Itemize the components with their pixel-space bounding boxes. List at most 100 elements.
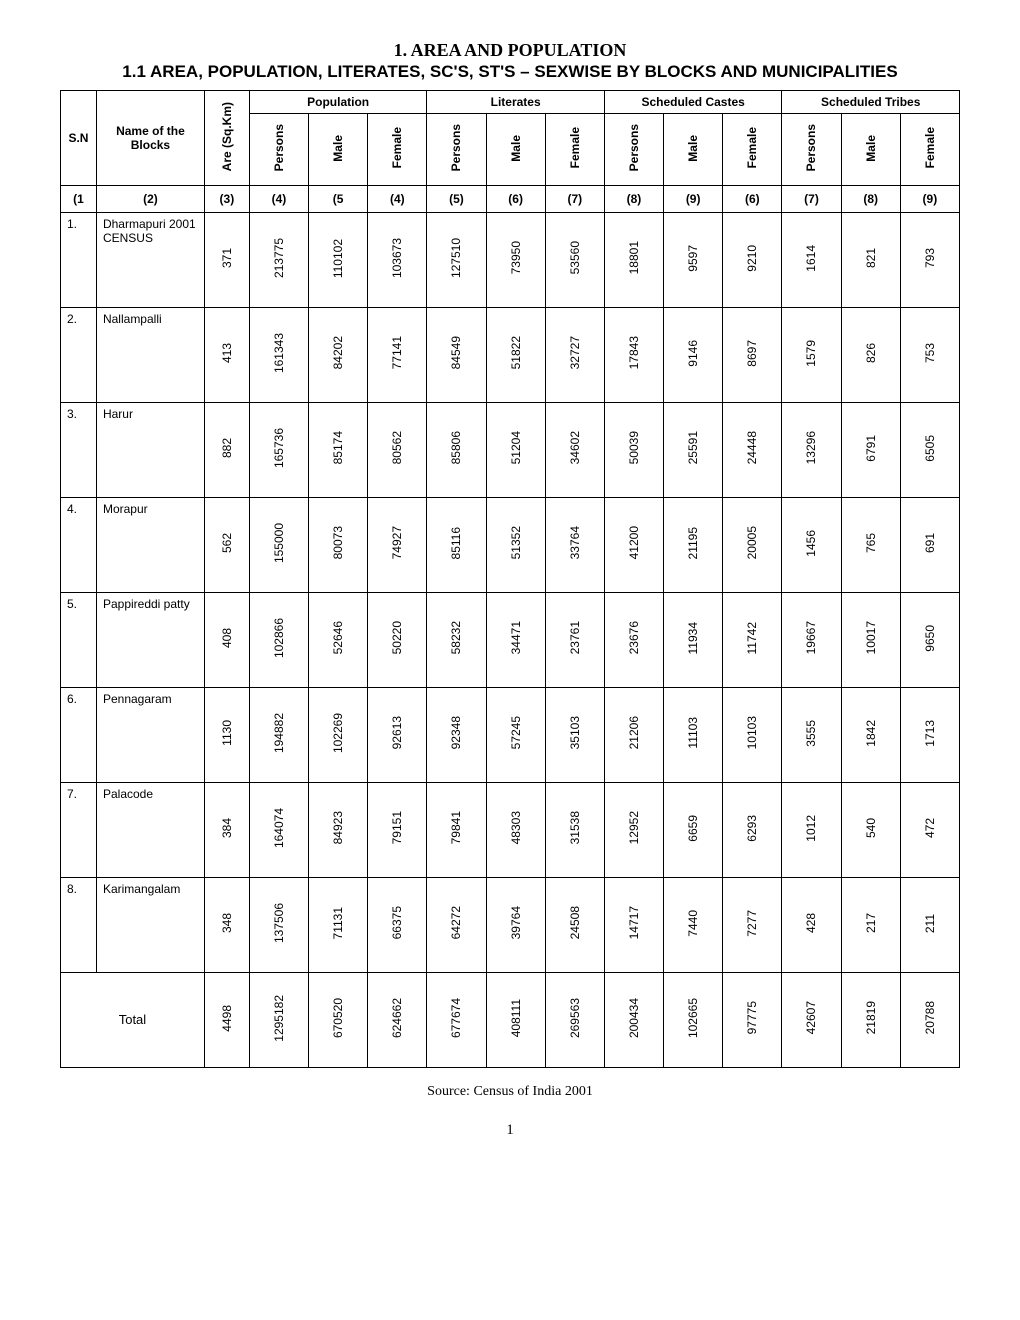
cell-total-value: 269563 <box>545 972 604 1067</box>
cell-value: 80073 <box>309 497 368 592</box>
header-colnum: (8) <box>604 185 663 212</box>
header-colnum: (6) <box>486 185 545 212</box>
cell-value: 84923 <box>309 782 368 877</box>
cell-value: 80562 <box>368 402 427 497</box>
table-row: 2.Nallampalli413161343842027714184549518… <box>61 307 960 402</box>
cell-sn: 7. <box>61 782 97 877</box>
header-colnum: (2) <box>96 185 204 212</box>
header-sub: Male <box>486 114 545 185</box>
cell-total-label: Total <box>61 972 205 1067</box>
cell-value: 14717 <box>604 877 663 972</box>
cell-value: 25591 <box>664 402 723 497</box>
cell-value: 10017 <box>841 592 900 687</box>
cell-value: 57245 <box>486 687 545 782</box>
cell-value: 19667 <box>782 592 841 687</box>
cell-value: 35103 <box>545 687 604 782</box>
header-sub: Male <box>841 114 900 185</box>
cell-value: 821 <box>841 212 900 307</box>
header-sn: S.N <box>61 91 97 185</box>
page-number: 1 <box>60 1122 960 1139</box>
cell-value: 103673 <box>368 212 427 307</box>
cell-value: 472 <box>900 782 959 877</box>
cell-value: 127510 <box>427 212 486 307</box>
cell-value: 50220 <box>368 592 427 687</box>
cell-area: 348 <box>204 877 249 972</box>
cell-sn: 4. <box>61 497 97 592</box>
cell-total-value: 624662 <box>368 972 427 1067</box>
title-main: AREA, POPULATION, LITERATES, SC'S, ST'S … <box>150 62 898 81</box>
header-area: Are (Sq.Km) <box>204 91 249 185</box>
cell-value: 3555 <box>782 687 841 782</box>
table-row: 1.Dharmapuri 2001 CENSUS3712137751101021… <box>61 212 960 307</box>
cell-value: 110102 <box>309 212 368 307</box>
cell-value: 428 <box>782 877 841 972</box>
cell-name: Palacode <box>96 782 204 877</box>
cell-value: 211 <box>900 877 959 972</box>
header-colnum: (5) <box>427 185 486 212</box>
cell-value: 79841 <box>427 782 486 877</box>
cell-value: 1012 <box>782 782 841 877</box>
cell-name: Morapur <box>96 497 204 592</box>
header-sub: Male <box>664 114 723 185</box>
cell-value: 50039 <box>604 402 663 497</box>
header-sub: Persons <box>782 114 841 185</box>
cell-sn: 2. <box>61 307 97 402</box>
header-colnum: (9) <box>664 185 723 212</box>
table-row: 8.Karimangalam34813750671131663756427239… <box>61 877 960 972</box>
cell-total-value: 677674 <box>427 972 486 1067</box>
cell-value: 39764 <box>486 877 545 972</box>
cell-value: 13296 <box>782 402 841 497</box>
table-row: 5.Pappireddi patty4081028665264650220582… <box>61 592 960 687</box>
cell-value: 1614 <box>782 212 841 307</box>
cell-value: 9146 <box>664 307 723 402</box>
cell-total-value: 408111 <box>486 972 545 1067</box>
cell-name: Pappireddi patty <box>96 592 204 687</box>
header-group-literates: Literates <box>427 91 605 114</box>
cell-value: 84549 <box>427 307 486 402</box>
cell-value: 74927 <box>368 497 427 592</box>
title-prefix: 1.1 <box>122 62 146 81</box>
table-body: 1.Dharmapuri 2001 CENSUS3712137751101021… <box>61 212 960 1067</box>
cell-value: 77141 <box>368 307 427 402</box>
cell-value: 194882 <box>249 687 308 782</box>
cell-name: Nallampalli <box>96 307 204 402</box>
cell-value: 24508 <box>545 877 604 972</box>
cell-total-value: 42607 <box>782 972 841 1067</box>
cell-value: 34471 <box>486 592 545 687</box>
cell-value: 9597 <box>664 212 723 307</box>
source-text: Source: Census of India 2001 <box>60 1084 960 1100</box>
cell-value: 11934 <box>664 592 723 687</box>
cell-total-area: 4498 <box>204 972 249 1067</box>
cell-value: 540 <box>841 782 900 877</box>
cell-total-value: 670520 <box>309 972 368 1067</box>
header-sub: Female <box>368 114 427 185</box>
cell-value: 137506 <box>249 877 308 972</box>
cell-value: 34602 <box>545 402 604 497</box>
cell-value: 691 <box>900 497 959 592</box>
table-row: 6.Pennagaram1130194882102269926139234857… <box>61 687 960 782</box>
cell-value: 51204 <box>486 402 545 497</box>
table-row-total: Total44981295182670520624662677674408111… <box>61 972 960 1067</box>
cell-value: 1713 <box>900 687 959 782</box>
cell-value: 84202 <box>309 307 368 402</box>
cell-name: Karimangalam <box>96 877 204 972</box>
cell-value: 164074 <box>249 782 308 877</box>
title-line-1: 1. AREA AND POPULATION <box>60 40 960 61</box>
cell-value: 10103 <box>723 687 782 782</box>
header-sub: Persons <box>604 114 663 185</box>
header-sub: Female <box>723 114 782 185</box>
cell-value: 6659 <box>664 782 723 877</box>
header-colnum: (5 <box>309 185 368 212</box>
header-group-st: Scheduled Tribes <box>782 91 960 114</box>
cell-sn: 6. <box>61 687 97 782</box>
cell-value: 165736 <box>249 402 308 497</box>
header-group-sc: Scheduled Castes <box>604 91 782 114</box>
header-colnum: (6) <box>723 185 782 212</box>
cell-value: 793 <box>900 212 959 307</box>
cell-value: 11742 <box>723 592 782 687</box>
header-sub: Female <box>900 114 959 185</box>
header-colnum: (4) <box>249 185 308 212</box>
cell-value: 7440 <box>664 877 723 972</box>
cell-value: 8697 <box>723 307 782 402</box>
table-header: S.N Name of the Blocks Are (Sq.Km) Popul… <box>61 91 960 212</box>
